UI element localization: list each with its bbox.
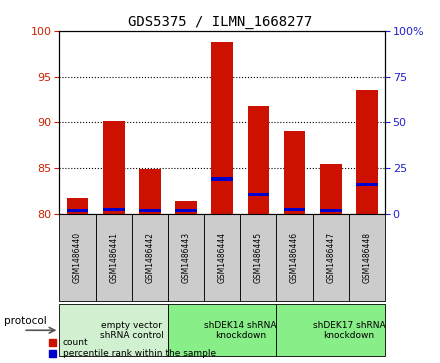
Bar [248, 106, 269, 214]
Bar [168, 214, 204, 301]
Bar [168, 304, 276, 356]
Bar [103, 208, 125, 211]
Bar [276, 214, 313, 301]
Bar [175, 201, 197, 214]
Bar [211, 178, 233, 181]
Bar [59, 214, 95, 301]
Bar [284, 208, 305, 211]
Bar [95, 214, 132, 301]
Bar [320, 209, 341, 212]
Bar [320, 164, 341, 214]
Text: protocol: protocol [4, 316, 47, 326]
Text: empty vector
shRNA control: empty vector shRNA control [100, 321, 164, 340]
Bar [248, 193, 269, 196]
Text: GSM1486446: GSM1486446 [290, 232, 299, 283]
Bar [349, 214, 385, 301]
Bar [103, 122, 125, 214]
Bar [240, 214, 276, 301]
Bar [139, 209, 161, 212]
Text: GSM1486442: GSM1486442 [145, 232, 154, 283]
Text: GDS5375 / ILMN_1668277: GDS5375 / ILMN_1668277 [128, 15, 312, 29]
Bar [132, 214, 168, 301]
Bar [66, 198, 88, 214]
Bar [276, 304, 385, 356]
Text: GSM1486444: GSM1486444 [218, 232, 227, 283]
Bar [356, 90, 378, 214]
Text: shDEK14 shRNA
knockdown: shDEK14 shRNA knockdown [204, 321, 276, 340]
Bar [211, 42, 233, 214]
Bar [356, 183, 378, 186]
Text: GSM1486443: GSM1486443 [182, 232, 191, 283]
Bar [284, 131, 305, 214]
Bar [175, 209, 197, 212]
Text: GSM1486441: GSM1486441 [109, 232, 118, 283]
Text: shDEK17 shRNA
knockdown: shDEK17 shRNA knockdown [312, 321, 385, 340]
Bar [139, 169, 161, 214]
Text: GSM1486440: GSM1486440 [73, 232, 82, 283]
Text: GSM1486445: GSM1486445 [254, 232, 263, 283]
Legend: count, percentile rank within the sample: count, percentile rank within the sample [48, 338, 216, 359]
Bar [313, 214, 349, 301]
Text: GSM1486447: GSM1486447 [326, 232, 335, 283]
Bar [59, 304, 168, 356]
Bar [66, 209, 88, 212]
Text: GSM1486448: GSM1486448 [363, 232, 371, 283]
Bar [204, 214, 240, 301]
